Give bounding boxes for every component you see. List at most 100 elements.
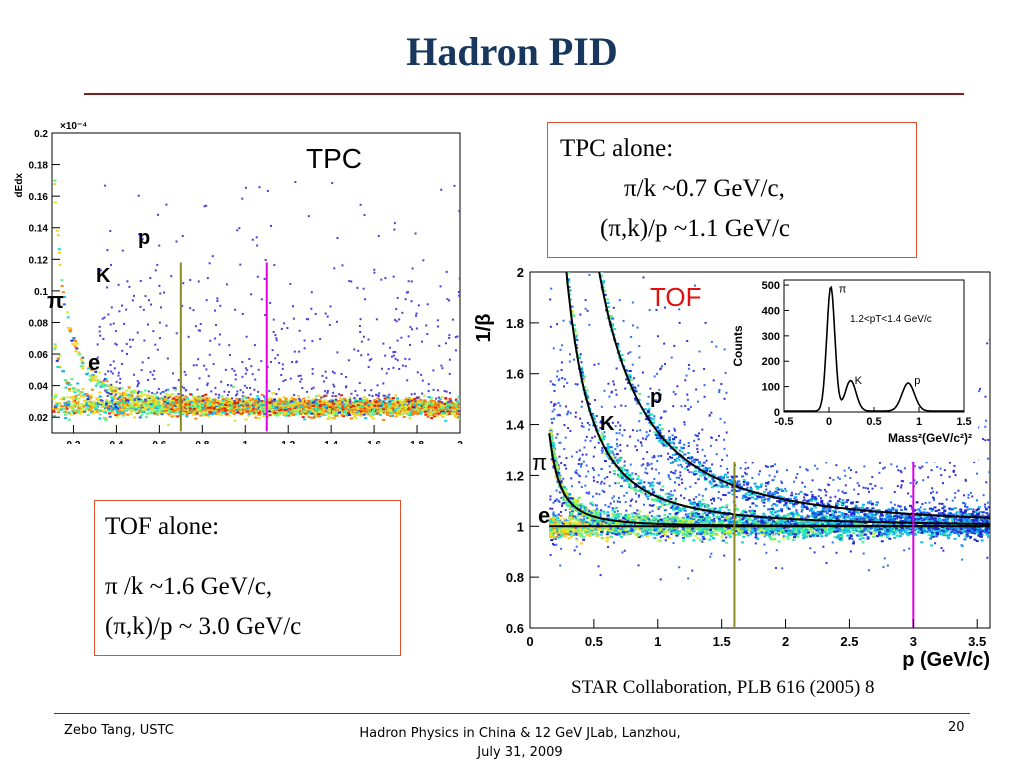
tpc-point xyxy=(450,410,454,413)
tpc-point xyxy=(359,413,363,416)
tpc-point xyxy=(185,405,189,408)
tpc-point xyxy=(353,410,357,413)
tpc-point xyxy=(235,409,239,412)
tpc-point xyxy=(199,400,203,403)
tpc-point xyxy=(288,399,292,402)
tof-point xyxy=(608,465,611,468)
tpc-point xyxy=(146,397,150,400)
tpc-point xyxy=(155,396,159,399)
tof-point xyxy=(656,481,659,484)
tof-point xyxy=(934,542,937,545)
tpc-point xyxy=(413,397,417,400)
tpc-point xyxy=(322,409,326,412)
tpc-point xyxy=(400,336,403,339)
tpc-point xyxy=(278,409,282,412)
tpc-point xyxy=(128,397,132,400)
tpc-x-tick-label: 0.2 xyxy=(67,440,81,444)
tpc-point xyxy=(142,410,146,413)
tof-point xyxy=(556,433,559,436)
tpc-point xyxy=(119,377,122,380)
tpc-point xyxy=(279,408,283,411)
tof-point xyxy=(819,489,822,492)
tpc-y-exponent: ×10⁻⁴ xyxy=(60,121,87,132)
tpc-point xyxy=(193,405,197,408)
tpc-point xyxy=(89,408,93,411)
tof-point xyxy=(710,436,713,439)
tpc-point xyxy=(254,378,257,381)
tpc-point xyxy=(310,412,314,415)
tpc-point xyxy=(187,335,190,338)
tpc-point xyxy=(149,403,153,406)
tpc-point xyxy=(358,397,362,400)
tof-point xyxy=(659,536,662,539)
tpc-point xyxy=(83,410,87,413)
tpc-point xyxy=(219,404,223,407)
tpc-point xyxy=(164,396,167,399)
tpc-point xyxy=(350,280,353,283)
tpc-point xyxy=(126,399,130,402)
tpc-point xyxy=(294,402,298,405)
tpc-point xyxy=(429,399,433,402)
tpc-point xyxy=(231,403,235,406)
tpc-point xyxy=(381,402,385,405)
tpc-point xyxy=(226,394,229,397)
tpc-point xyxy=(203,410,207,413)
tpc-point xyxy=(165,406,169,409)
tpc-point xyxy=(256,275,259,278)
tpc-point xyxy=(57,251,61,254)
tpc-point xyxy=(408,406,412,409)
tpc-point xyxy=(349,417,353,420)
tof-point xyxy=(919,467,922,470)
tpc-point xyxy=(376,410,380,413)
tof-point xyxy=(984,506,987,509)
tpc-point xyxy=(256,395,260,398)
tpc-point xyxy=(117,374,120,377)
tpc-point xyxy=(158,406,162,409)
tpc-point xyxy=(202,409,206,412)
tpc-point xyxy=(124,399,127,402)
tpc-point xyxy=(78,412,82,415)
tpc-point xyxy=(207,396,211,399)
tpc-x-tick-label: 1.8 xyxy=(410,440,424,444)
tpc-point xyxy=(102,405,106,408)
tof-point xyxy=(880,487,883,490)
tpc-point xyxy=(154,269,157,272)
tpc-point xyxy=(267,400,271,403)
tpc-point xyxy=(353,348,356,351)
tpc-point xyxy=(300,378,303,381)
tof-point xyxy=(679,463,682,466)
tof-point xyxy=(697,438,700,441)
tpc-point xyxy=(360,401,364,404)
tpc-point xyxy=(121,409,125,412)
tpc-point xyxy=(316,415,320,418)
tpc-point xyxy=(186,400,190,403)
tof-point xyxy=(634,492,637,495)
tof-point xyxy=(693,439,696,442)
tof-point xyxy=(579,313,582,316)
tof-point xyxy=(744,467,747,470)
tpc-point xyxy=(157,387,160,390)
tpc-point xyxy=(140,414,144,417)
tpc-point xyxy=(173,404,177,407)
tpc-point xyxy=(324,390,327,393)
tpc-point xyxy=(73,401,77,404)
tpc-point xyxy=(270,224,273,227)
tpc-point xyxy=(294,398,298,401)
tpc-point xyxy=(214,405,218,408)
tpc-point xyxy=(275,339,278,342)
tof-point xyxy=(915,481,918,484)
tof-point xyxy=(673,481,676,484)
tpc-x-tick-label: 1.2 xyxy=(281,440,295,444)
tpc-point xyxy=(176,396,180,399)
tpc-point xyxy=(183,387,186,390)
tpc-point xyxy=(303,410,307,413)
tpc-point xyxy=(233,401,237,404)
tpc-point xyxy=(185,398,189,401)
tpc-point xyxy=(165,324,168,327)
tpc-point xyxy=(213,398,217,401)
tof-point xyxy=(811,493,814,496)
tpc-point xyxy=(244,404,248,407)
tpc-point xyxy=(153,412,157,415)
tpc-point xyxy=(370,405,374,408)
tpc-point xyxy=(149,412,153,415)
